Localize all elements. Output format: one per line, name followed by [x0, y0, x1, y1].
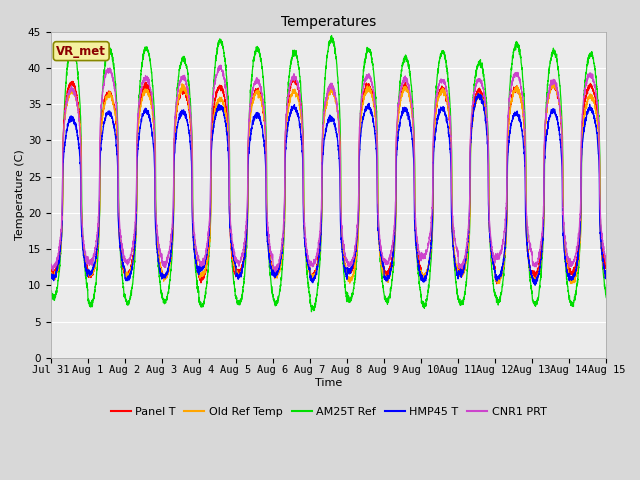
X-axis label: Time: Time [315, 378, 342, 388]
Panel T [147, 90, 154, 96]
HMP45 T [422, 274, 430, 280]
Old Ref Temp [308, 275, 316, 281]
AM25T Ref [422, 296, 430, 302]
Old Ref Temp [422, 270, 430, 276]
HMP45 T [602, 272, 609, 277]
Old Ref Temp [568, 281, 575, 287]
Old Ref Temp [147, 96, 154, 102]
HMP45 T [308, 277, 316, 283]
Old Ref Temp [602, 276, 609, 281]
AM25T Ref [485, 155, 493, 161]
CNR1 PRT [147, 87, 154, 93]
CNR1 PRT [485, 199, 493, 205]
Old Ref Temp [453, 262, 461, 268]
Panel T [422, 269, 430, 275]
HMP45 T [474, 91, 482, 96]
Text: VR_met: VR_met [56, 45, 106, 58]
Old Ref Temp [549, 80, 557, 85]
Old Ref Temp [484, 152, 492, 157]
Line: CNR1 PRT: CNR1 PRT [51, 65, 606, 272]
HMP45 T [47, 271, 54, 276]
AM25T Ref [602, 290, 609, 296]
Line: HMP45 T: HMP45 T [51, 94, 606, 285]
Panel T [308, 274, 316, 279]
Y-axis label: Temperature (C): Temperature (C) [15, 149, 25, 240]
HMP45 T [602, 271, 610, 277]
HMP45 T [484, 204, 492, 210]
AM25T Ref [308, 309, 316, 314]
AM25T Ref [328, 33, 335, 38]
Old Ref Temp [47, 270, 54, 276]
Panel T [602, 265, 610, 271]
HMP45 T [531, 282, 539, 288]
CNR1 PRT [217, 62, 225, 68]
HMP45 T [147, 120, 154, 125]
Panel T [493, 281, 500, 287]
Line: Old Ref Temp: Old Ref Temp [51, 83, 606, 284]
Old Ref Temp [602, 276, 610, 282]
Panel T [453, 267, 461, 273]
HMP45 T [453, 270, 461, 276]
CNR1 PRT [47, 264, 54, 270]
Panel T [47, 267, 54, 273]
CNR1 PRT [308, 260, 316, 266]
Panel T [602, 264, 609, 270]
AM25T Ref [453, 290, 461, 296]
CNR1 PRT [453, 246, 461, 252]
Title: Temperatures: Temperatures [281, 15, 376, 29]
AM25T Ref [47, 290, 54, 296]
Line: Panel T: Panel T [51, 77, 606, 284]
Line: AM25T Ref: AM25T Ref [51, 36, 606, 312]
CNR1 PRT [602, 259, 610, 264]
CNR1 PRT [422, 251, 430, 256]
AM25T Ref [602, 295, 610, 300]
AM25T Ref [308, 306, 316, 312]
CNR1 PRT [602, 257, 609, 263]
Panel T [289, 74, 297, 80]
CNR1 PRT [271, 269, 279, 275]
AM25T Ref [147, 61, 154, 67]
Legend: Panel T, Old Ref Temp, AM25T Ref, HMP45 T, CNR1 PRT: Panel T, Old Ref Temp, AM25T Ref, HMP45 … [106, 403, 551, 421]
Panel T [484, 196, 492, 202]
